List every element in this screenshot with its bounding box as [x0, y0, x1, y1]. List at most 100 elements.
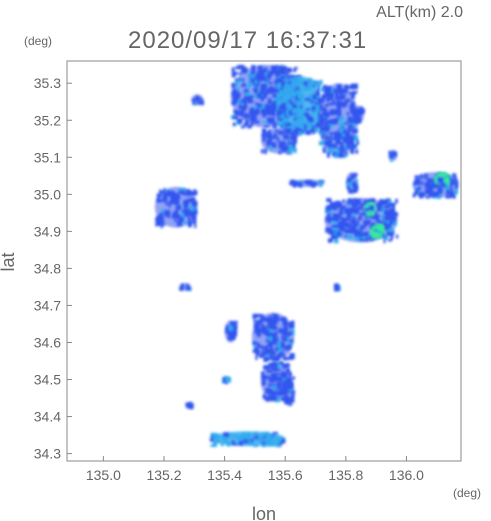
echo-cell	[273, 366, 278, 370]
echo-cell	[265, 88, 271, 94]
echo-region	[179, 283, 192, 292]
echo-cell	[188, 190, 191, 194]
echo-cell	[378, 201, 384, 206]
chart-title: 2020/09/17 16:37:31	[128, 27, 367, 54]
echo-cell	[334, 232, 338, 236]
echo-cell	[350, 189, 353, 194]
echo-cell	[186, 206, 193, 209]
echo-cell	[161, 209, 165, 213]
x-axis-label: lon	[252, 504, 276, 521]
echo-cell	[311, 111, 317, 115]
echo-cell	[282, 345, 286, 348]
echo-cell	[272, 393, 277, 397]
echo-cell	[354, 116, 360, 119]
echo-cell	[361, 236, 367, 239]
echo-cell	[233, 109, 238, 115]
echo-cell	[336, 214, 342, 218]
echo-cell	[260, 96, 264, 102]
echo-cell	[262, 136, 266, 142]
echo-cell	[249, 116, 255, 121]
echo-cell	[277, 103, 280, 109]
echo-region	[191, 94, 205, 106]
echo-cell	[314, 82, 319, 85]
echo-cell	[377, 224, 384, 227]
echo-cell	[442, 172, 446, 177]
echo-cell	[330, 216, 336, 221]
echo-cell	[348, 188, 351, 194]
echo-cell	[161, 219, 165, 223]
echo-cell	[279, 72, 284, 78]
echo-region	[260, 127, 298, 155]
echo-cell	[289, 101, 294, 106]
echo-cell	[242, 440, 246, 443]
echo-cell	[182, 208, 189, 213]
echo-cell	[352, 128, 358, 134]
echo-cell	[349, 91, 353, 95]
echo-cell	[356, 198, 362, 203]
echo-cell	[330, 109, 334, 115]
echo-cell	[277, 344, 282, 350]
echo-cell	[345, 222, 351, 228]
echo-cell	[342, 199, 346, 202]
echo-cell	[282, 321, 286, 326]
echo-cell	[291, 394, 295, 399]
echo-cell	[275, 343, 279, 347]
echo-cell	[266, 75, 271, 80]
echo-cell	[295, 84, 299, 91]
echo-cell	[356, 206, 362, 209]
echo-cell	[200, 102, 204, 106]
echo-cell	[335, 101, 342, 106]
y-tick-label: 35.1	[34, 149, 61, 165]
echo-cell	[271, 367, 274, 372]
echo-cell	[350, 145, 357, 149]
echo-cell	[251, 65, 256, 71]
echo-cell	[282, 337, 288, 342]
echo-cell	[268, 120, 271, 124]
echo-cell	[388, 150, 392, 155]
echo-cell	[191, 201, 198, 206]
echo-cell	[423, 173, 428, 177]
echo-cell	[355, 108, 361, 113]
echo-cell	[243, 437, 250, 444]
echo-cell	[172, 214, 179, 219]
echo-cell	[238, 118, 243, 125]
echo-cell	[300, 115, 305, 121]
echo-cell	[263, 444, 266, 447]
echo-cell	[262, 112, 265, 118]
echo-cell	[347, 136, 353, 140]
echo-cell	[262, 393, 266, 399]
echo-cell	[251, 70, 255, 73]
echo-cell	[266, 332, 273, 338]
echo-cell	[288, 356, 294, 360]
echo-cell	[391, 205, 395, 209]
echo-cell	[233, 109, 236, 112]
echo-cell	[347, 177, 352, 182]
echo-cell	[194, 223, 197, 229]
echo-cell	[315, 83, 321, 86]
echo-region	[276, 75, 323, 136]
echo-cell	[266, 110, 272, 116]
echo-cell	[247, 95, 254, 99]
echo-cell	[156, 193, 160, 200]
echo-cell	[271, 68, 278, 75]
echo-cell	[261, 149, 264, 154]
echo-cell	[421, 180, 424, 186]
echo-cell	[351, 101, 355, 107]
echo-cell	[190, 403, 193, 409]
echo-cell	[173, 193, 180, 199]
y-tick-label: 34.3	[34, 446, 61, 462]
echo-cell	[275, 72, 281, 78]
echo-cell	[348, 117, 353, 124]
echo-cell	[238, 441, 244, 446]
echo-cell	[293, 67, 297, 73]
echo-cell	[227, 332, 233, 337]
echo-cell	[334, 237, 339, 244]
echo-cell	[259, 104, 265, 109]
echo-cell	[322, 122, 329, 125]
echo-cell	[268, 329, 274, 333]
echo-cell	[244, 94, 249, 101]
echo-cell	[253, 314, 259, 319]
echo-cell	[274, 79, 280, 85]
echo-cell	[192, 211, 198, 215]
echo-cell	[439, 188, 442, 194]
